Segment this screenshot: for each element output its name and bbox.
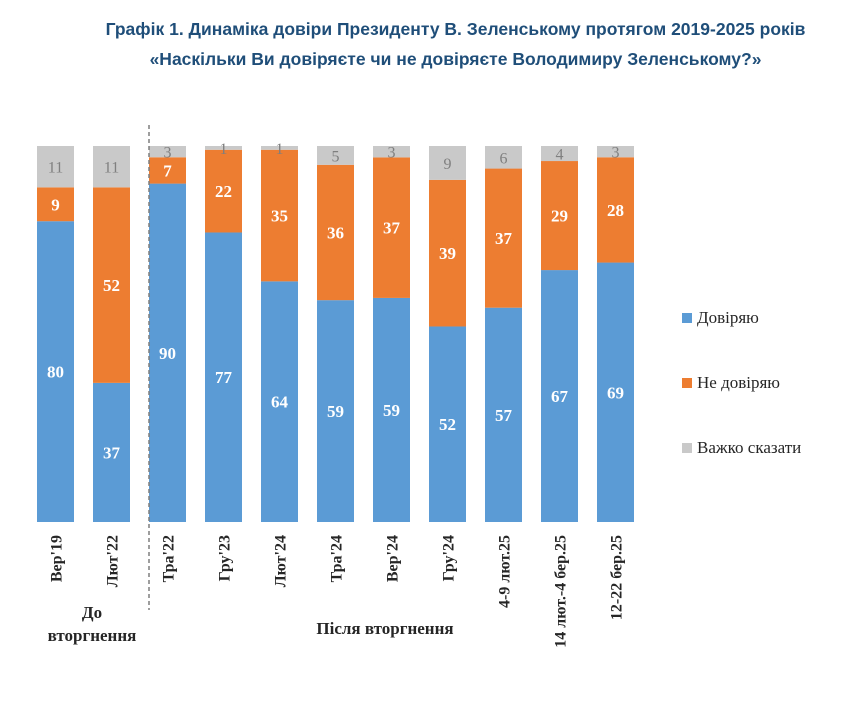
bar-distrust-2: [149, 157, 186, 184]
category-label-8: 4-9 лют.25: [497, 535, 514, 608]
data-label-hard-4: 1: [276, 141, 284, 158]
data-label-distrust-8: 37: [495, 229, 513, 248]
bar-hard-3: [205, 146, 242, 150]
data-label-hard-2: 3: [164, 145, 172, 162]
group-label-before-line2: вторгнення: [48, 626, 137, 645]
data-label-distrust-4: 35: [271, 207, 288, 226]
bar-trust-5: [317, 300, 354, 522]
data-label-hard-10: 3: [612, 145, 620, 162]
bar-trust-2: [149, 183, 186, 522]
data-label-trust-3: 77: [215, 368, 233, 387]
data-label-hard-6: 3: [388, 145, 396, 162]
legend-label-hard: Важко сказати: [697, 438, 801, 457]
legend-label-distrust: Не довіряю: [697, 373, 780, 392]
bar-hard-9: [541, 146, 578, 162]
chart-title-line2: «Наскільки Ви довіряєте чи не довіряєте …: [149, 49, 762, 69]
data-label-distrust-0: 9: [51, 195, 60, 214]
legend-swatch-distrust: [682, 378, 692, 388]
category-label-5: Тра'24: [329, 535, 346, 582]
category-label-7: Гру'24: [441, 535, 458, 581]
data-label-distrust-2: 7: [163, 161, 172, 180]
chart-title-line1: Графік 1. Динаміка довіри Президенту В. …: [105, 19, 806, 39]
bar-distrust-4: [261, 149, 298, 282]
data-label-hard-5: 5: [332, 148, 340, 165]
bar-distrust-10: [597, 157, 634, 263]
category-label-6: Вер'24: [385, 535, 402, 582]
data-label-hard-1: 11: [104, 160, 119, 177]
bar-distrust-5: [317, 164, 354, 301]
category-label-1: Лют'22: [105, 535, 122, 587]
category-labels-layer: Вер'19 Лют'22 Тра'22 Гру'23 Лют'24 Тра'24 Вер'…: [49, 535, 626, 648]
category-label-0: Вер'19: [49, 535, 66, 582]
chart-title: Графік 1. Динаміка довіри Президенту В. …: [0, 14, 841, 74]
data-label-trust-4: 64: [271, 393, 289, 412]
bar-hard-7: [429, 146, 466, 180]
bar-hard-8: [485, 146, 522, 169]
legend-swatch-hard: [682, 443, 692, 453]
category-label-9: 14 лют.-4 бер.25: [553, 535, 570, 648]
bar-hard-2: [149, 146, 186, 158]
data-label-trust-1: 37: [103, 443, 121, 462]
category-label-2: Тра'22: [161, 535, 178, 582]
category-label-10: 12-22 бер.25: [609, 535, 626, 620]
bar-hard-10: [597, 146, 634, 158]
data-label-hard-3: 1: [220, 141, 228, 158]
bar-trust-4: [261, 281, 298, 522]
bar-distrust-1: [93, 187, 130, 383]
bar-hard-5: [317, 146, 354, 165]
data-label-distrust-3: 22: [215, 182, 232, 201]
data-label-trust-9: 67: [551, 387, 569, 406]
bar-hard-6: [373, 146, 410, 158]
bar-trust-7: [429, 326, 466, 522]
data-label-distrust-10: 28: [607, 201, 624, 220]
group-label-before-line1: До: [82, 603, 102, 622]
category-label-3: Гру'23: [217, 535, 234, 581]
bar-trust-1: [93, 382, 130, 522]
bar-trust-6: [373, 297, 410, 522]
bar-distrust-6: [373, 157, 410, 298]
legend-label-trust: Довіряю: [697, 308, 759, 327]
data-label-distrust-5: 36: [327, 223, 344, 242]
bar-distrust-3: [205, 149, 242, 233]
data-label-distrust-7: 39: [439, 244, 456, 263]
data-label-trust-2: 90: [159, 344, 176, 363]
data-label-trust-10: 69: [607, 383, 624, 402]
bar-distrust-9: [541, 161, 578, 271]
category-label-4: Лют'24: [273, 535, 290, 587]
bar-trust-9: [541, 270, 578, 522]
data-label-trust-7: 52: [439, 415, 456, 434]
bar-distrust-0: [37, 187, 74, 222]
data-label-hard-8: 6: [500, 150, 508, 167]
data-label-distrust-1: 52: [103, 276, 120, 295]
legend-swatch-trust: [682, 313, 692, 323]
group-label-after: Після вторгнення: [316, 619, 453, 638]
data-label-trust-6: 59: [383, 401, 400, 420]
bar-trust-10: [597, 262, 634, 522]
bar-trust-8: [485, 307, 522, 522]
data-label-trust-8: 57: [495, 406, 513, 425]
data-label-distrust-6: 37: [383, 219, 401, 238]
bar-hard-0: [37, 146, 74, 188]
data-label-hard-9: 4: [556, 147, 564, 164]
data-label-trust-5: 59: [327, 402, 344, 421]
data-label-hard-7: 9: [444, 156, 452, 173]
bar-hard-4: [261, 146, 298, 150]
bar-trust-0: [37, 221, 74, 522]
bar-trust-3: [205, 232, 242, 523]
bar-distrust-8: [485, 168, 522, 308]
data-label-trust-0: 80: [47, 363, 64, 382]
bars-layer: 8091137521190737722164351593655937352399…: [37, 141, 634, 523]
legend: Довіряю Не довіряю Важко сказати: [682, 308, 801, 457]
bar-hard-1: [93, 146, 130, 188]
data-label-distrust-9: 29: [551, 207, 568, 226]
bar-distrust-7: [429, 179, 466, 327]
data-label-hard-0: 11: [48, 160, 63, 177]
